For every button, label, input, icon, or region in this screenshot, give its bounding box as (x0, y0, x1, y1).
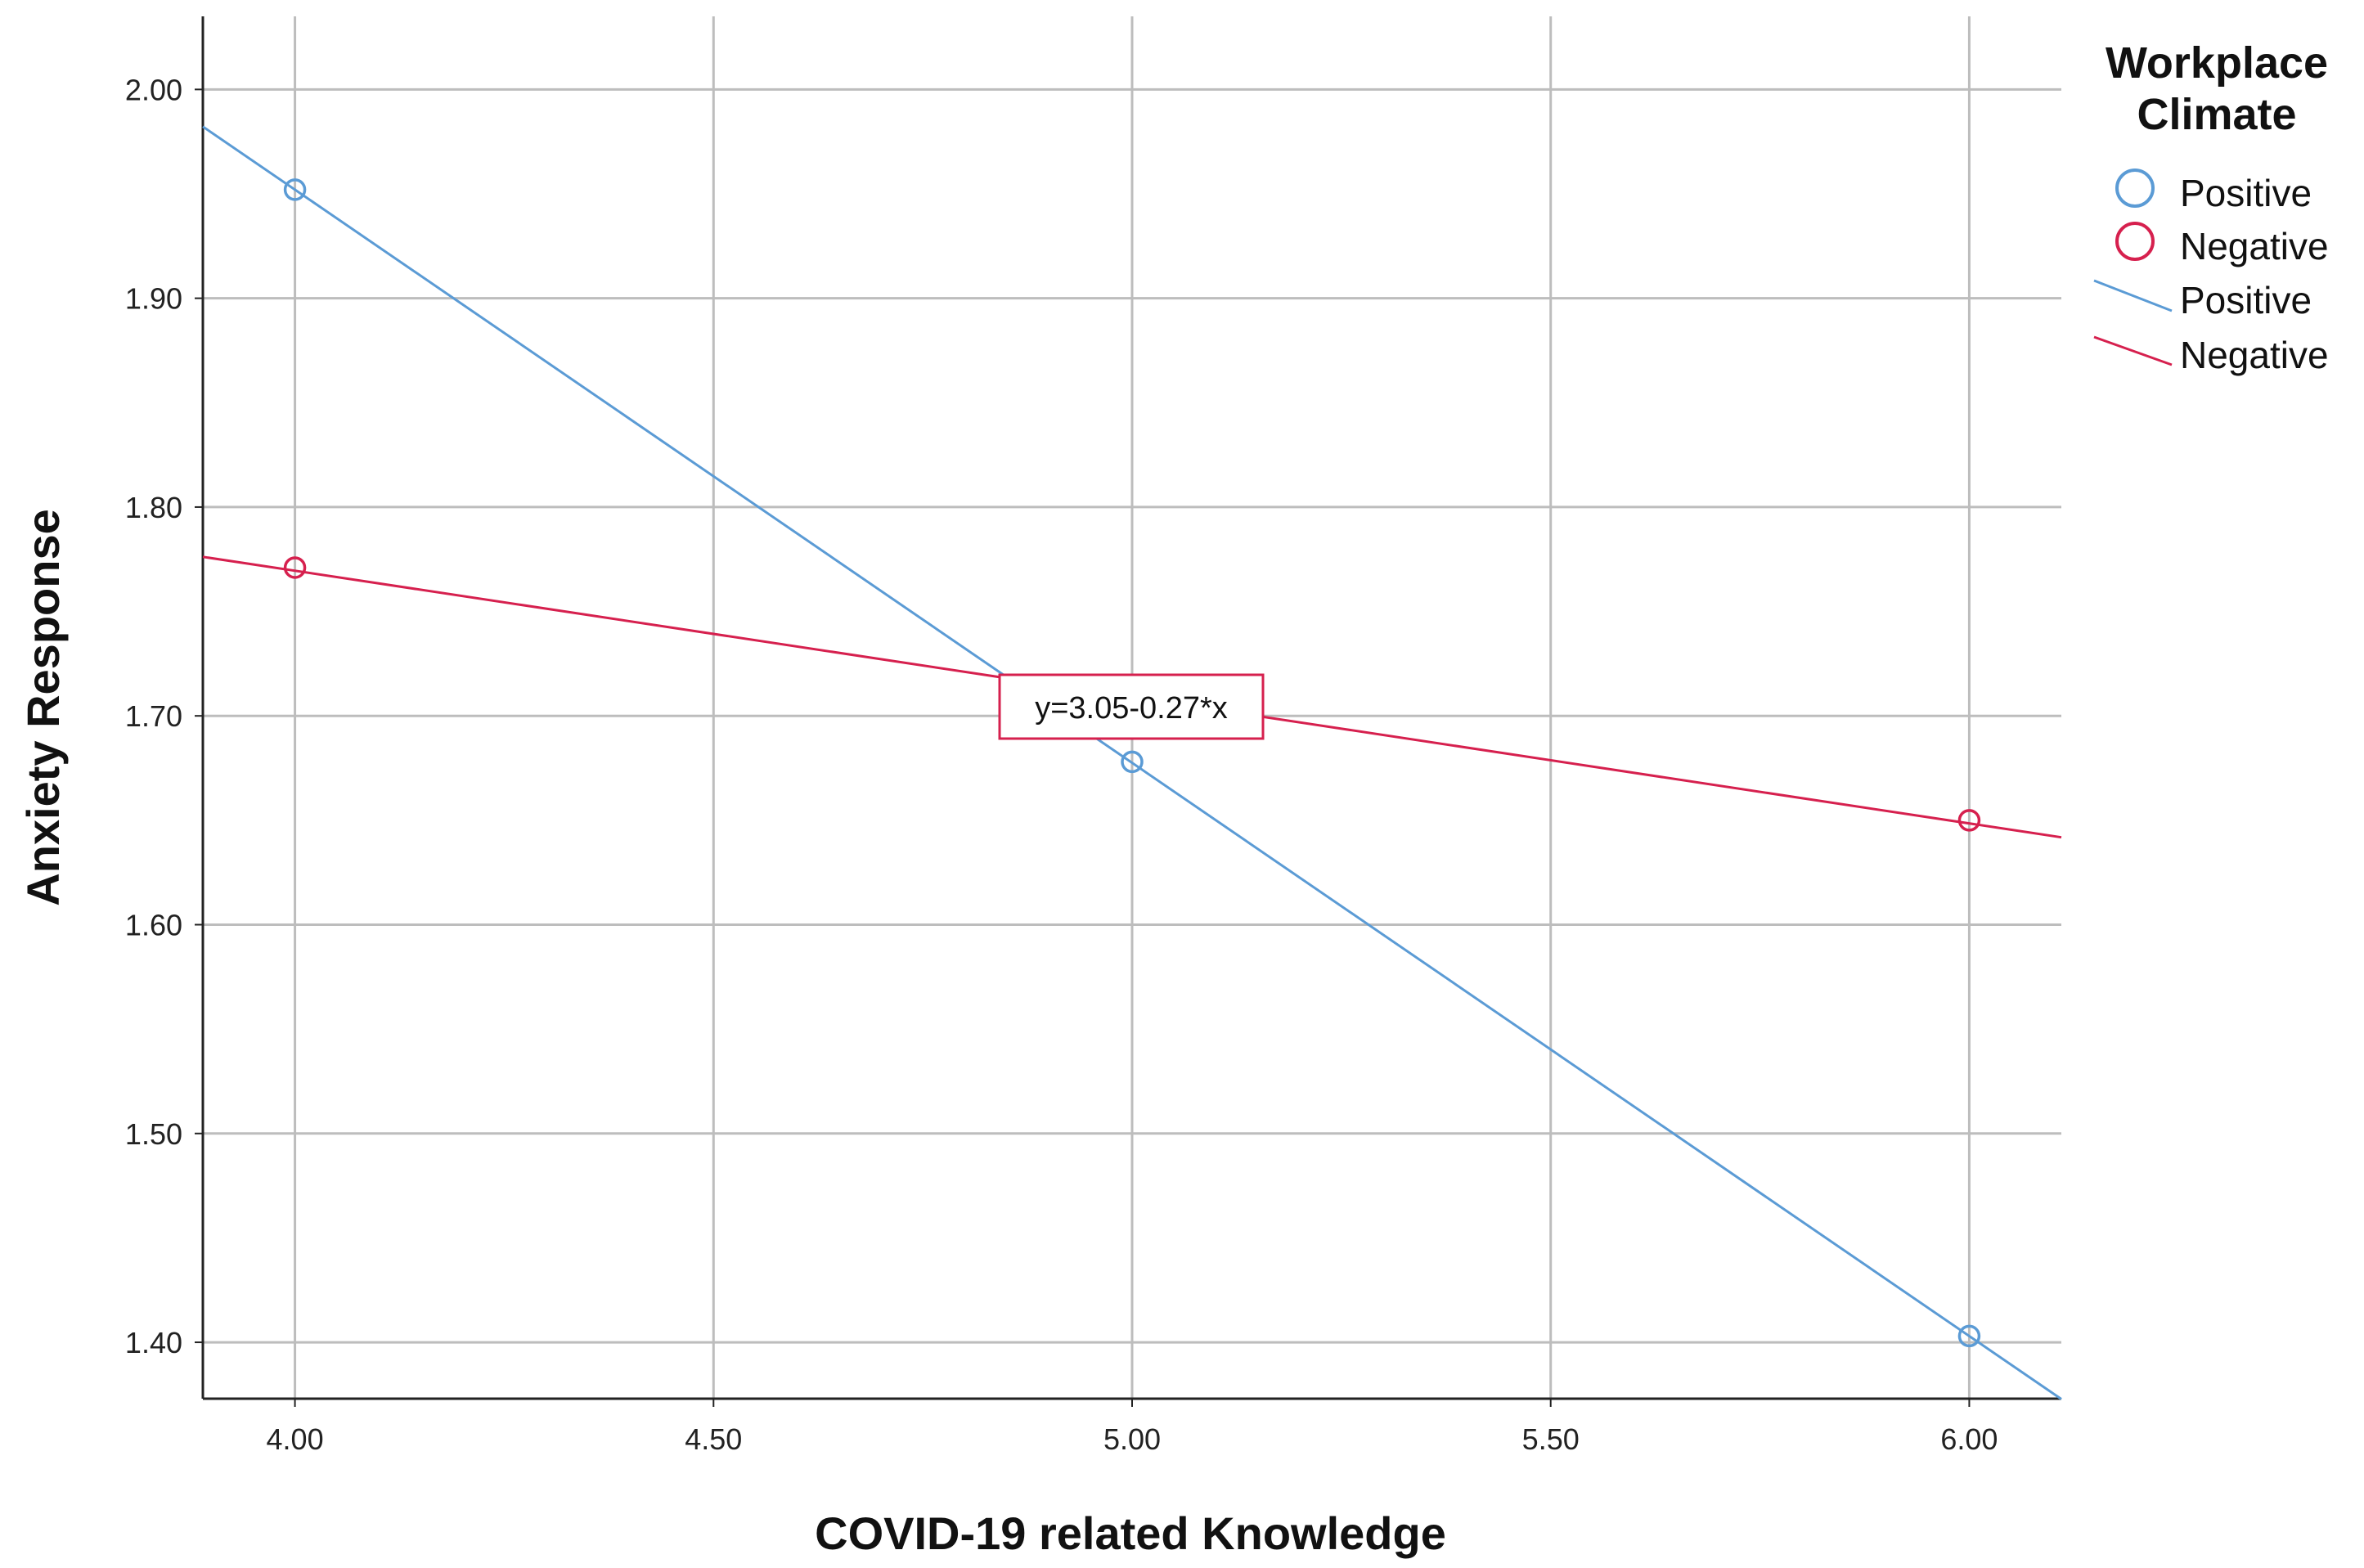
point-positive (1121, 750, 1144, 774)
tick-labels: 4.00 4.50 5.00 5.50 6.00 1.40 1.50 1.60 1.70 1.80… (125, 73, 1998, 1456)
y-tick-label: 1.70 (125, 699, 182, 733)
y-tick-label: 1.50 (125, 1117, 182, 1151)
point-positive (1957, 1324, 1981, 1348)
legend-marker-negative-icon (2115, 222, 2155, 261)
point-negative (283, 556, 307, 579)
y-tick-label: 1.90 (125, 282, 182, 316)
x-tick-label: 5.00 (1103, 1422, 1161, 1456)
legend-line-negative-icon (2093, 335, 2173, 366)
axes (195, 16, 2061, 1407)
y-tick-label: 2.00 (125, 73, 182, 106)
x-tick-label: 5.50 (1522, 1422, 1580, 1456)
x-tick-label: 4.00 (267, 1422, 324, 1456)
x-tick-label: 6.00 (1940, 1422, 1998, 1456)
legend-label-negative-line: Negative (2180, 334, 2329, 376)
x-axis-title: COVID-19 related Knowledge (815, 1507, 1446, 1559)
legend-label-positive-marker: Positive (2180, 172, 2312, 214)
legend-label-positive-line: Positive (2180, 279, 2312, 321)
legend-title-line-2: Climate (2137, 90, 2296, 139)
y-tick-label: 1.40 (125, 1326, 182, 1359)
equation-box (998, 673, 1265, 740)
equation-label: y=3.05-0.27*x (1035, 691, 1228, 726)
data-points (283, 178, 1981, 1348)
legend-label-negative-marker: Negative (2180, 225, 2329, 267)
legend-title-line-1: Workplace (2106, 38, 2328, 88)
x-tick-label: 4.50 (685, 1422, 742, 1456)
legend-marker-positive-icon (2115, 168, 2155, 208)
point-positive (283, 178, 307, 201)
fit-line-positive (202, 125, 2062, 1400)
y-axis-title: Anxiety Response (17, 509, 69, 906)
legend-line-positive-icon (2093, 279, 2173, 312)
y-tick-label: 1.80 (125, 491, 182, 524)
equation-annotation: y=3.05-0.27*x (998, 673, 1265, 740)
point-negative (1957, 809, 1981, 832)
legend: Workplace Climate Positive Negative Posi… (2093, 38, 2329, 376)
y-tick-label: 1.60 (125, 908, 182, 941)
